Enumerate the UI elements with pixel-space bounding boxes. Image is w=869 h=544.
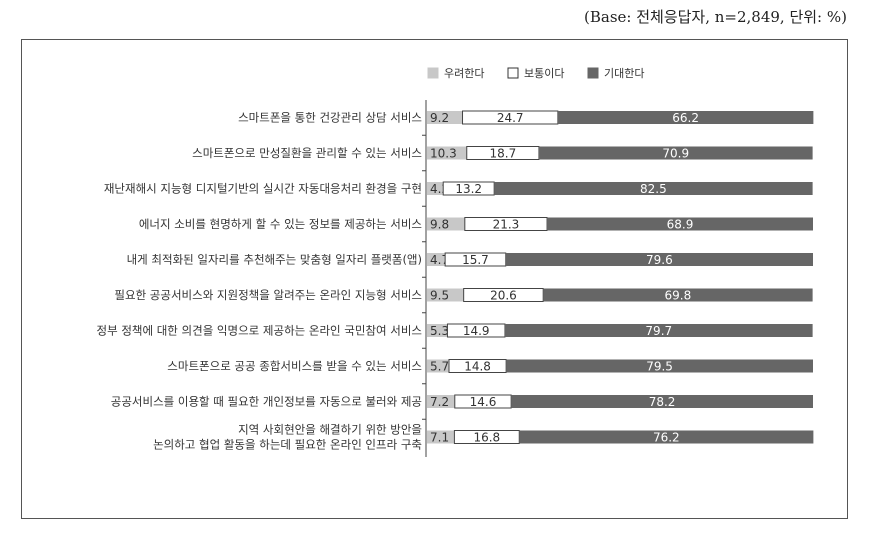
- bar-segment-1: [427, 253, 446, 266]
- category-label: 스마트폰으로 만성질환을 관리할 수 있는 서비스: [192, 146, 422, 160]
- data-label: 70.9: [662, 147, 689, 161]
- category-label: 재난재해시 지능형 디지털기반의 실시간 자동대응처리 환경을 구현: [104, 182, 422, 196]
- bar-segment-3: [538, 146, 813, 160]
- data-label: 5.3: [430, 324, 449, 338]
- data-label: 76.2: [653, 431, 680, 445]
- data-label: 15.7: [462, 253, 489, 267]
- bar-segment-3: [494, 182, 813, 195]
- bar-segment-3: [519, 430, 814, 444]
- bar-segment-3: [506, 359, 813, 373]
- data-label: 20.6: [490, 289, 517, 303]
- bar-segment-1: [427, 217, 465, 231]
- category-label: 필요한 공공서비스와 지원정책을 알려주는 온라인 지능형 서비스: [114, 288, 422, 302]
- legend-label-2: 보통이다: [524, 67, 564, 80]
- bar-segment-3: [543, 288, 813, 302]
- bar-segment-1: [427, 359, 450, 373]
- bar-segment-3: [547, 217, 813, 231]
- legend-swatch-3: [587, 67, 599, 79]
- bar-segment-1: [427, 324, 448, 337]
- data-label: 10.3: [430, 147, 457, 161]
- base-note: (Base: 전체응답자, n=2,849, 단위: %): [584, 8, 847, 26]
- bar-segment-1: [427, 111, 463, 124]
- data-label: 9.5: [430, 289, 449, 303]
- bar-segment-3: [557, 111, 814, 124]
- data-label: 24.7: [497, 111, 524, 125]
- chart-frame: [21, 39, 848, 519]
- data-label: 21.3: [493, 218, 520, 232]
- data-label: 66.2: [672, 111, 699, 125]
- bar-segment-3: [511, 395, 813, 408]
- data-label: 82.5: [640, 182, 667, 196]
- data-label: 9.2: [430, 111, 449, 125]
- data-label: 78.2: [649, 395, 676, 409]
- category-label: 논의하고 협업 활동을 하는데 필요한 온라인 인프라 구축: [153, 438, 422, 452]
- data-label: 4.7: [430, 253, 449, 267]
- category-label: 내게 최적화된 일자리를 추천해주는 맞춤형 일자리 플랫폼(앱): [127, 253, 422, 267]
- data-label: 14.8: [464, 360, 491, 374]
- data-label: 79.5: [646, 360, 673, 374]
- bar-segment-1: [427, 146, 467, 160]
- legend-swatch-2: [507, 67, 519, 79]
- category-label: 정부 정책에 대한 의견을 익명으로 제공하는 온라인 국민참여 서비스: [97, 324, 422, 338]
- category-label: 스마트폰으로 공공 종합서비스를 받을 수 있는 서비스: [167, 359, 422, 373]
- bar-segment-3: [504, 324, 813, 337]
- data-label: 68.9: [667, 218, 694, 232]
- bar-segment-2: [454, 394, 512, 409]
- data-label: 16.8: [473, 431, 500, 445]
- category-label: 에너지 소비를 현명하게 할 수 있는 정보를 제공하는 서비스: [139, 217, 422, 231]
- category-label: 공공서비스를 이용할 때 필요한 개인정보를 자동으로 불러와 제공: [111, 395, 422, 409]
- bar-segment-1: [427, 288, 464, 302]
- data-label: 18.7: [489, 147, 516, 161]
- data-label: 79.7: [645, 324, 672, 338]
- data-label: 69.8: [665, 289, 692, 303]
- data-label: 9.8: [430, 218, 449, 232]
- data-label: 7.1: [430, 431, 449, 445]
- bar-segment-3: [505, 253, 813, 266]
- bar-segment-1: [427, 395, 455, 408]
- bar-segment-1: [427, 182, 444, 195]
- legend-swatch-1: [427, 67, 439, 79]
- category-label: 스마트폰을 통한 건강관리 상담 서비스: [238, 111, 422, 125]
- legend-label-1: 우려한다: [444, 67, 484, 80]
- bar-segment-1: [427, 430, 455, 444]
- data-label: 79.6: [646, 253, 673, 267]
- data-label: 7.2: [430, 395, 449, 409]
- data-label: 14.9: [463, 324, 490, 338]
- data-label: 13.2: [455, 182, 482, 196]
- legend-label-3: 기대한다: [604, 67, 644, 80]
- data-label: 14.6: [470, 395, 497, 409]
- category-label: 지역 사회현안을 해결하기 위한 방안을: [238, 423, 422, 437]
- data-label: 5.7: [430, 360, 449, 374]
